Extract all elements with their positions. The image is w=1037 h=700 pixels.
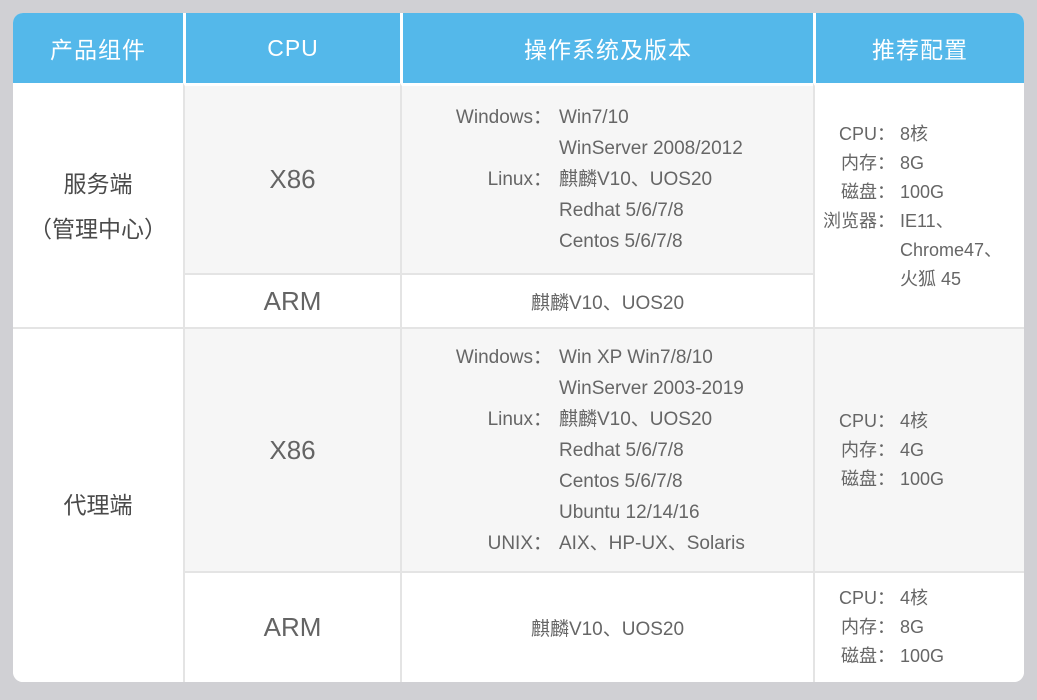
agent-x86-os-list: Windows： Win XP Win7/8/10 WinServer 2003… bbox=[402, 342, 813, 559]
config-value: 100G bbox=[900, 468, 945, 489]
config-line: 内存： 4G bbox=[815, 436, 1024, 465]
config-line: 内存： 8G bbox=[815, 613, 1024, 642]
server-product-line2: （管理中心） bbox=[29, 215, 167, 242]
config-label: CPU： bbox=[838, 588, 895, 608]
server-config-cell: CPU： 8核 内存： 8G 磁盘： 100G 浏览器： IE11、 Chrom… bbox=[813, 83, 1024, 327]
os-version-value: Redhat 5/6/7/8 bbox=[559, 200, 684, 221]
agent-arm-config-cell: CPU： 4核 内存： 8G 磁盘： 100G bbox=[813, 571, 1024, 682]
config-value: 100G bbox=[900, 646, 945, 666]
os-version-value: Ubuntu 12/14/16 bbox=[559, 501, 700, 523]
config-label bbox=[815, 236, 895, 265]
os-line: WinServer 2003-2019 bbox=[402, 373, 813, 404]
os-version-value: Redhat 5/6/7/8 bbox=[559, 439, 684, 461]
server-config-list: CPU： 8核 内存： 8G 磁盘： 100G 浏览器： IE11、 Chrom… bbox=[815, 120, 1024, 294]
config-value: 4核 bbox=[900, 410, 929, 431]
os-family-label bbox=[402, 133, 552, 164]
header-product-column: 产品组件 bbox=[13, 13, 183, 83]
agent-product-line1: 代理端 bbox=[63, 492, 133, 518]
header-os-column: 操作系统及版本 bbox=[400, 13, 813, 83]
config-line: Chrome47、 bbox=[815, 236, 1024, 265]
server-x86-cpu-cell: X86 bbox=[183, 83, 400, 273]
requirements-table: 产品组件 CPU 操作系统及版本 推荐配置 服务端 （管理中心） X86 Win… bbox=[13, 13, 1024, 682]
os-line: WinServer 2008/2012 bbox=[402, 133, 813, 164]
header-cpu-column: CPU bbox=[183, 13, 400, 83]
config-line: 磁盘： 100G bbox=[815, 642, 1024, 671]
os-family-label bbox=[402, 435, 552, 466]
config-label: CPU： bbox=[838, 123, 895, 144]
os-family-label bbox=[402, 226, 552, 257]
config-line: 磁盘： 100G bbox=[815, 465, 1024, 494]
os-family-label bbox=[402, 497, 552, 528]
config-value: 火狐 45 bbox=[900, 268, 962, 289]
os-family-label: Windows： bbox=[455, 107, 552, 128]
os-line: Redhat 5/6/7/8 bbox=[402, 195, 813, 226]
config-value: 8G bbox=[900, 152, 925, 173]
config-label: 磁盘： bbox=[841, 181, 895, 202]
config-label: 内存： bbox=[841, 439, 895, 460]
os-line: Ubuntu 12/14/16 bbox=[402, 497, 813, 528]
agent-arm-cpu-cell: ARM bbox=[183, 571, 400, 682]
os-version-value: AIX、HP-UX、Solaris bbox=[559, 532, 745, 554]
config-label: 磁盘： bbox=[841, 468, 895, 489]
os-family-label: Linux： bbox=[487, 169, 552, 190]
config-label: CPU： bbox=[838, 410, 895, 431]
config-line: 磁盘： 100G bbox=[815, 178, 1024, 207]
config-value: Chrome47、 bbox=[900, 239, 1003, 260]
config-line: 浏览器： IE11、 bbox=[815, 207, 1024, 236]
config-label: 内存： bbox=[841, 617, 895, 637]
os-family-label bbox=[402, 195, 552, 226]
config-line: CPU： 4核 bbox=[815, 584, 1024, 613]
config-label bbox=[815, 265, 895, 294]
agent-arm-os-cell: 麒麟V10、UOS20 bbox=[400, 571, 813, 682]
os-version-value: Win XP Win7/8/10 bbox=[559, 346, 713, 368]
config-value: 8G bbox=[900, 617, 925, 637]
config-label: 浏览器： bbox=[823, 210, 895, 231]
header-config-column: 推荐配置 bbox=[813, 13, 1024, 83]
os-line: Redhat 5/6/7/8 bbox=[402, 435, 813, 466]
os-line: Centos 5/6/7/8 bbox=[402, 226, 813, 257]
server-x86-os-cell: Windows： Win7/10 WinServer 2008/2012 Lin… bbox=[400, 83, 813, 273]
os-version-value: 麒麟V10、UOS20 bbox=[559, 169, 713, 190]
config-line: CPU： 4核 bbox=[815, 407, 1024, 436]
agent-product-cell: 代理端 bbox=[13, 327, 183, 682]
agent-x86-os-cell: Windows： Win XP Win7/8/10 WinServer 2003… bbox=[400, 327, 813, 571]
os-version-value: Centos 5/6/7/8 bbox=[559, 470, 683, 492]
os-version-value: Centos 5/6/7/8 bbox=[559, 231, 683, 252]
agent-arm-config-list: CPU： 4核 内存： 8G 磁盘： 100G bbox=[815, 584, 1024, 671]
config-line: 内存： 8G bbox=[815, 149, 1024, 178]
config-value: 100G bbox=[900, 181, 945, 202]
os-family-label: Windows： bbox=[455, 346, 552, 368]
os-line: Windows： Win7/10 bbox=[402, 102, 813, 133]
os-line: Windows： Win XP Win7/8/10 bbox=[402, 342, 813, 373]
os-version-value: WinServer 2008/2012 bbox=[559, 138, 743, 159]
os-family-label: Linux： bbox=[487, 408, 552, 430]
os-line: Linux： 麒麟V10、UOS20 bbox=[402, 164, 813, 195]
agent-x86-config-list: CPU： 4核 内存： 4G 磁盘： 100G bbox=[815, 407, 1024, 494]
os-version-value: 麒麟V10、UOS20 bbox=[559, 408, 713, 430]
os-family-label: UNIX： bbox=[487, 532, 552, 554]
server-arm-cpu-cell: ARM bbox=[183, 273, 400, 327]
agent-x86-config-cell: CPU： 4核 内存： 4G 磁盘： 100G bbox=[813, 327, 1024, 571]
config-value: IE11、 bbox=[900, 210, 954, 231]
os-family-label bbox=[402, 466, 552, 497]
config-label: 磁盘： bbox=[841, 646, 895, 666]
server-arm-os-cell: 麒麟V10、UOS20 bbox=[400, 273, 813, 327]
os-version-value: Win7/10 bbox=[559, 107, 629, 128]
config-label: 内存： bbox=[841, 152, 895, 173]
os-line: UNIX： AIX、HP-UX、Solaris bbox=[402, 528, 813, 559]
agent-x86-cpu-cell: X86 bbox=[183, 327, 400, 571]
config-line: 火狐 45 bbox=[815, 265, 1024, 294]
os-version-value: WinServer 2003-2019 bbox=[559, 377, 744, 399]
config-value: 4G bbox=[900, 439, 925, 460]
os-family-label bbox=[402, 373, 552, 404]
config-value: 4核 bbox=[900, 588, 929, 608]
server-product-cell: 服务端 （管理中心） bbox=[13, 83, 183, 327]
os-line: Centos 5/6/7/8 bbox=[402, 466, 813, 497]
os-line: Linux： 麒麟V10、UOS20 bbox=[402, 404, 813, 435]
config-line: CPU： 8核 bbox=[815, 120, 1024, 149]
server-product-line1: 服务端 bbox=[63, 170, 133, 197]
config-value: 8核 bbox=[900, 123, 929, 144]
server-x86-os-list: Windows： Win7/10 WinServer 2008/2012 Lin… bbox=[402, 102, 813, 257]
